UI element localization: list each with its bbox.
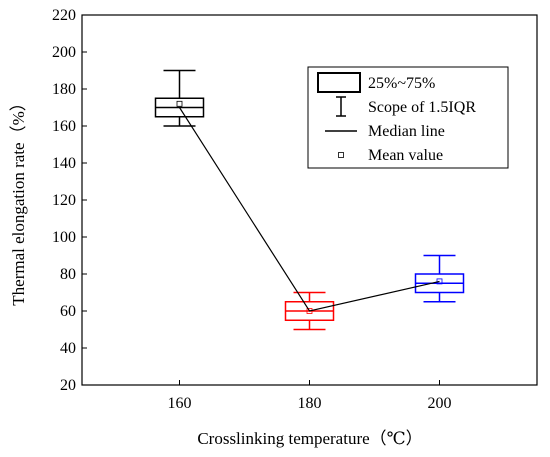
y-tick-label: 60 xyxy=(60,303,76,320)
box-200 xyxy=(414,254,465,303)
x-tick-label: 180 xyxy=(298,395,322,412)
x-tick-label: 160 xyxy=(168,395,192,412)
legend-whisker-swatch xyxy=(336,96,346,117)
x-axis: 160 180 200 xyxy=(168,380,452,412)
y-tick-label: 80 xyxy=(60,266,76,283)
y-tick-label: 160 xyxy=(52,118,76,135)
x-tick-label: 200 xyxy=(428,395,452,412)
y-tick-label: 120 xyxy=(52,192,76,209)
mean-marker xyxy=(176,100,183,107)
legend-mean-swatch xyxy=(338,152,344,158)
legend-mean-label: Mean value xyxy=(368,147,443,164)
y-tick-label: 200 xyxy=(52,44,76,61)
median-trend-line xyxy=(178,107,440,312)
y-tick-label: 40 xyxy=(60,340,76,357)
y-axis: 20 40 60 80 100 120 140 160 180 200 220 xyxy=(52,7,87,394)
legend-box-label: 25%~75% xyxy=(368,75,435,92)
y-tick-label: 100 xyxy=(52,229,76,246)
box-160 xyxy=(154,69,205,127)
legend-frame xyxy=(307,66,509,169)
box-series xyxy=(154,69,465,331)
y-tick-label: 220 xyxy=(52,7,76,24)
y-tick-label: 20 xyxy=(60,377,76,394)
y-axis-title: Thermal elongation rate（%） xyxy=(9,94,28,305)
y-tick-label: 140 xyxy=(52,155,76,172)
legend-box-swatch xyxy=(317,72,361,93)
legend-whisker-label: Scope of 1.5IQR xyxy=(368,99,476,116)
y-tick-label: 180 xyxy=(52,81,76,98)
legend-median-label: Median line xyxy=(368,123,445,140)
x-axis-title: Crosslinking temperature（℃） xyxy=(197,429,422,448)
legend: 25%~75% Scope of 1.5IQR Median line Mean… xyxy=(307,66,509,169)
median-trend xyxy=(178,107,440,312)
